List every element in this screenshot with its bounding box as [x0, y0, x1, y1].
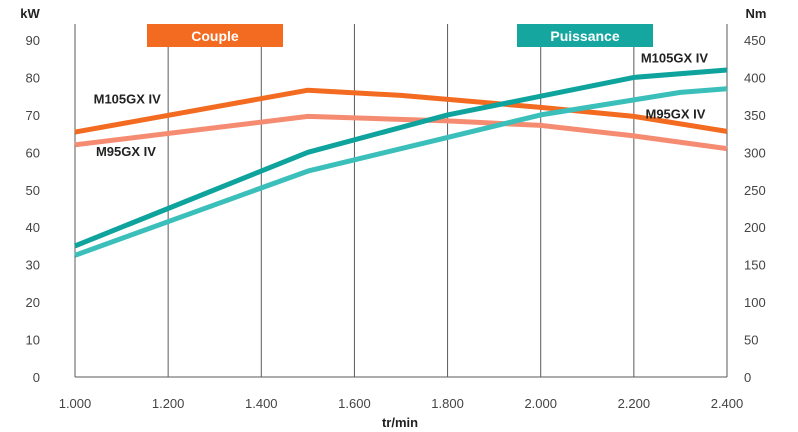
legend-swatch [517, 24, 653, 47]
y-right-tick-label: 350 [744, 108, 766, 123]
x-tick-label: 2.000 [524, 396, 557, 411]
y-right-tick-label: 400 [744, 70, 766, 85]
y-right-tick-label: 0 [744, 370, 751, 385]
y-left-tick-label: 80 [26, 70, 40, 85]
x-tick-label: 1.600 [338, 396, 371, 411]
series-label: M95GX IV [646, 107, 706, 122]
x-tick-label: 1.000 [59, 396, 92, 411]
right-axis-unit: Nm [746, 6, 767, 21]
x-tick-label: 2.400 [711, 396, 744, 411]
y-left-tick-label: 90 [26, 33, 40, 48]
series-lines [74, 67, 728, 258]
left-axis-unit: kW [20, 6, 40, 21]
series-line [74, 113, 728, 152]
y-left-tick-label: 30 [26, 258, 40, 273]
y-left-tick-label: 40 [26, 220, 40, 235]
x-tick-label: 1.200 [152, 396, 185, 411]
x-tick-label: 1.800 [431, 396, 464, 411]
series-labels: M105GX IV M95GX IV M105GX IV M95GX IV [94, 50, 709, 159]
legend: Couple Puissance [147, 24, 653, 47]
series-line [74, 87, 728, 135]
series-line [74, 86, 728, 258]
x-tick-label: 1.400 [245, 396, 278, 411]
y-right-tick-label: 300 [744, 145, 766, 160]
y-right-tick-label: 200 [744, 220, 766, 235]
y-right-tick-label: 450 [744, 33, 766, 48]
y-left-tick-label: 10 [26, 333, 40, 348]
y-left-tick-label: 70 [26, 108, 40, 123]
y-right-tick-label: 50 [744, 333, 758, 348]
vertical-grid [74, 24, 728, 377]
y-left-tick-label: 0 [33, 370, 40, 385]
legend-swatch [147, 24, 283, 47]
series-label: M105GX IV [641, 50, 709, 65]
series-line [74, 67, 728, 249]
series-label: M95GX IV [96, 144, 156, 159]
series-label: M105GX IV [94, 92, 162, 107]
y-right-tick-label: 250 [744, 183, 766, 198]
y-left-tick-label: 20 [26, 295, 40, 310]
x-tick-label: 2.200 [618, 396, 651, 411]
y-left-tick-label: 50 [26, 183, 40, 198]
y-left-tick-label: 60 [26, 145, 40, 160]
legend-label: Puissance [550, 28, 619, 44]
y-right-tick-label: 100 [744, 295, 766, 310]
legend-label: Couple [191, 28, 239, 44]
tick-labels: 1.000 1.200 1.400 1.600 1.800 2.000 2.200 2.400… [26, 33, 766, 411]
y-right-tick-label: 150 [744, 258, 766, 273]
x-axis-label: tr/min [382, 415, 418, 430]
